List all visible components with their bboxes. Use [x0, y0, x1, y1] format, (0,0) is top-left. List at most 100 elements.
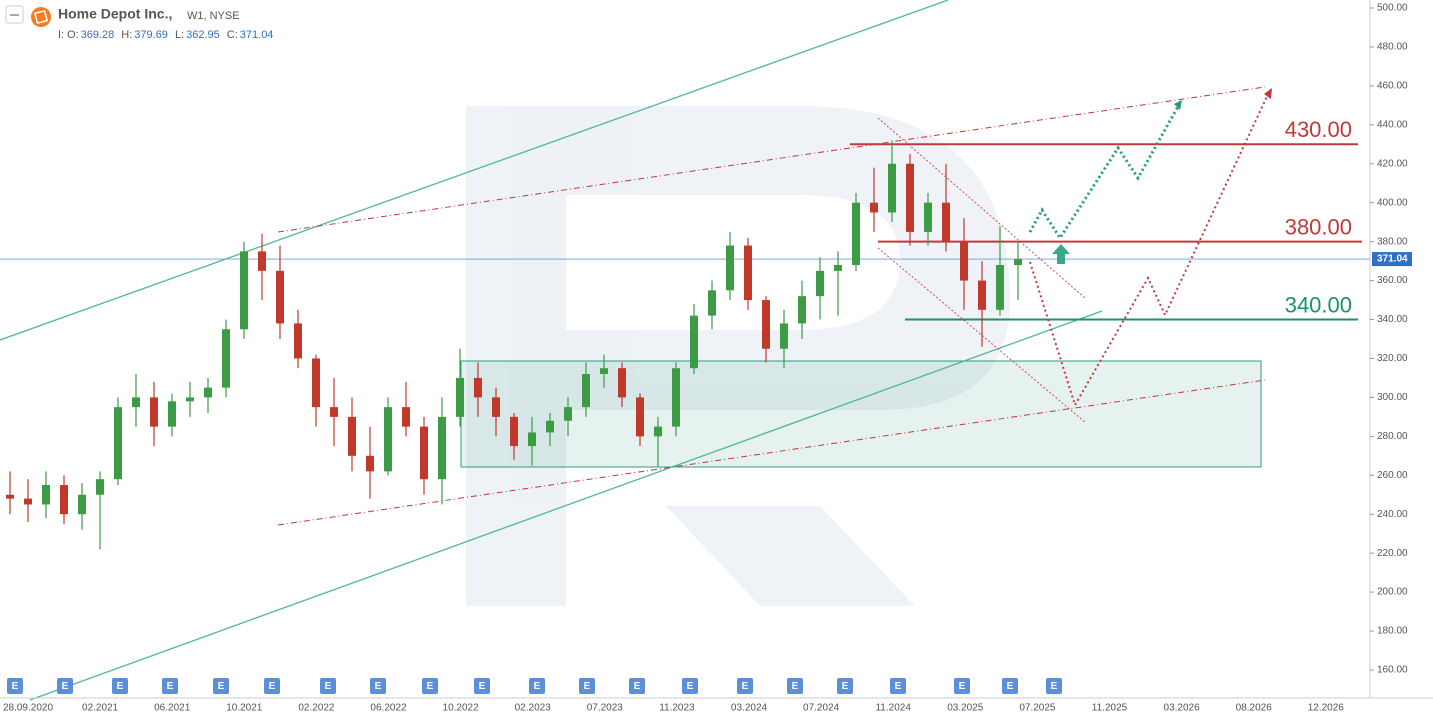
- earnings-label: E: [325, 681, 332, 692]
- header-value: 371.04: [240, 29, 274, 41]
- candle-body: [672, 368, 680, 427]
- candle-body: [870, 202, 878, 213]
- earnings-label: E: [117, 681, 124, 692]
- candle-body: [636, 397, 644, 437]
- earnings-marker[interactable]: [1046, 678, 1062, 694]
- candle-body: [492, 397, 500, 417]
- x-tick-label: 28.09.2020: [3, 703, 53, 714]
- earnings-marker[interactable]: [787, 678, 803, 694]
- candle-body: [726, 245, 734, 291]
- candle-body: [924, 202, 932, 232]
- header-value: 369.28: [81, 29, 115, 41]
- candle-body: [618, 368, 626, 398]
- earnings-marker[interactable]: [370, 678, 386, 694]
- level-label: 340.00: [1285, 292, 1352, 317]
- candle-body: [474, 377, 482, 398]
- candle-body: [708, 290, 716, 316]
- candle-body: [78, 494, 86, 515]
- header-label: H:: [121, 29, 132, 41]
- x-tick-label: 11.2023: [659, 703, 695, 714]
- candle-body: [258, 251, 266, 271]
- level-label: 380.00: [1285, 214, 1352, 239]
- candle-body: [942, 202, 950, 242]
- earnings-label: E: [1051, 681, 1058, 692]
- candle-body: [456, 377, 464, 417]
- earnings-marker[interactable]: [579, 678, 595, 694]
- candle-body: [276, 270, 284, 324]
- earnings-marker[interactable]: [954, 678, 970, 694]
- logo: [31, 7, 51, 27]
- header-label: I:: [58, 29, 64, 41]
- earnings-label: E: [959, 681, 966, 692]
- earnings-label: E: [895, 681, 902, 692]
- earnings-label: E: [634, 681, 641, 692]
- header-label: L:: [175, 29, 184, 41]
- candle-body: [168, 401, 176, 427]
- candle-body: [204, 387, 212, 398]
- ticker-info: W1, NYSE: [187, 10, 240, 22]
- candle-body: [546, 420, 554, 433]
- candle-body: [744, 245, 752, 301]
- earnings-label: E: [269, 681, 276, 692]
- earnings-label: E: [742, 681, 749, 692]
- earnings-label: E: [842, 681, 849, 692]
- earnings-label: E: [479, 681, 486, 692]
- earnings-marker[interactable]: [7, 678, 23, 694]
- header-label: O:: [67, 29, 79, 41]
- candle-body: [6, 494, 14, 499]
- candle-body: [654, 426, 662, 437]
- forecast-path: [1029, 89, 1271, 408]
- earnings-marker[interactable]: [529, 678, 545, 694]
- y-tick-label: 180.00: [1377, 626, 1408, 637]
- earnings-marker[interactable]: [837, 678, 853, 694]
- candle-body: [564, 407, 572, 421]
- forecast-arrowhead: [1174, 100, 1182, 110]
- candle-body: [348, 416, 356, 456]
- x-tick-label: 07.2025: [1019, 703, 1056, 714]
- candle-body: [582, 374, 590, 408]
- earnings-marker[interactable]: [737, 678, 753, 694]
- candle-body: [906, 163, 914, 232]
- y-tick-label: 460.00: [1377, 81, 1408, 92]
- x-tick-label: 11.2024: [875, 703, 911, 714]
- x-tick-label: 07.2023: [587, 703, 624, 714]
- earnings-marker[interactable]: [57, 678, 73, 694]
- x-tick-label: 12.2026: [1308, 703, 1345, 714]
- candle-body: [510, 416, 518, 447]
- candle-body: [240, 251, 248, 330]
- forecast-path: [1028, 102, 1182, 241]
- candle-body: [888, 163, 896, 213]
- earnings-marker[interactable]: [629, 678, 645, 694]
- earnings-marker[interactable]: [162, 678, 178, 694]
- earnings-label: E: [167, 681, 174, 692]
- trend-line: [29, 310, 1103, 701]
- earnings-label: E: [218, 681, 225, 692]
- earnings-label: E: [584, 681, 591, 692]
- candle-body: [1014, 259, 1022, 266]
- earnings-marker[interactable]: [264, 678, 280, 694]
- candle-body: [852, 202, 860, 266]
- earnings-marker[interactable]: [1002, 678, 1018, 694]
- earnings-marker[interactable]: [320, 678, 336, 694]
- y-tick-label: 240.00: [1377, 509, 1408, 520]
- earnings-marker[interactable]: [890, 678, 906, 694]
- candle-body: [834, 265, 842, 271]
- earnings-marker[interactable]: [474, 678, 490, 694]
- earnings-marker[interactable]: [112, 678, 128, 694]
- candle-body: [402, 407, 410, 427]
- logo-mark: [33, 9, 49, 25]
- candle-body: [366, 455, 374, 472]
- ticker-name: Home Depot Inc.,: [58, 6, 172, 22]
- up-arrow: [1052, 244, 1070, 264]
- earnings-marker[interactable]: [422, 678, 438, 694]
- x-tick-label: 06.2022: [370, 703, 407, 714]
- last-price-label: 371.04: [1377, 254, 1408, 265]
- last-price-tag: [1372, 252, 1412, 267]
- x-tick-label: 02.2023: [515, 703, 552, 714]
- earnings-marker[interactable]: [213, 678, 229, 694]
- earnings-marker[interactable]: [682, 678, 698, 694]
- candle-body: [960, 241, 968, 281]
- level-label: 430.00: [1285, 117, 1352, 142]
- earnings-label: E: [792, 681, 799, 692]
- candle-body: [996, 265, 1004, 310]
